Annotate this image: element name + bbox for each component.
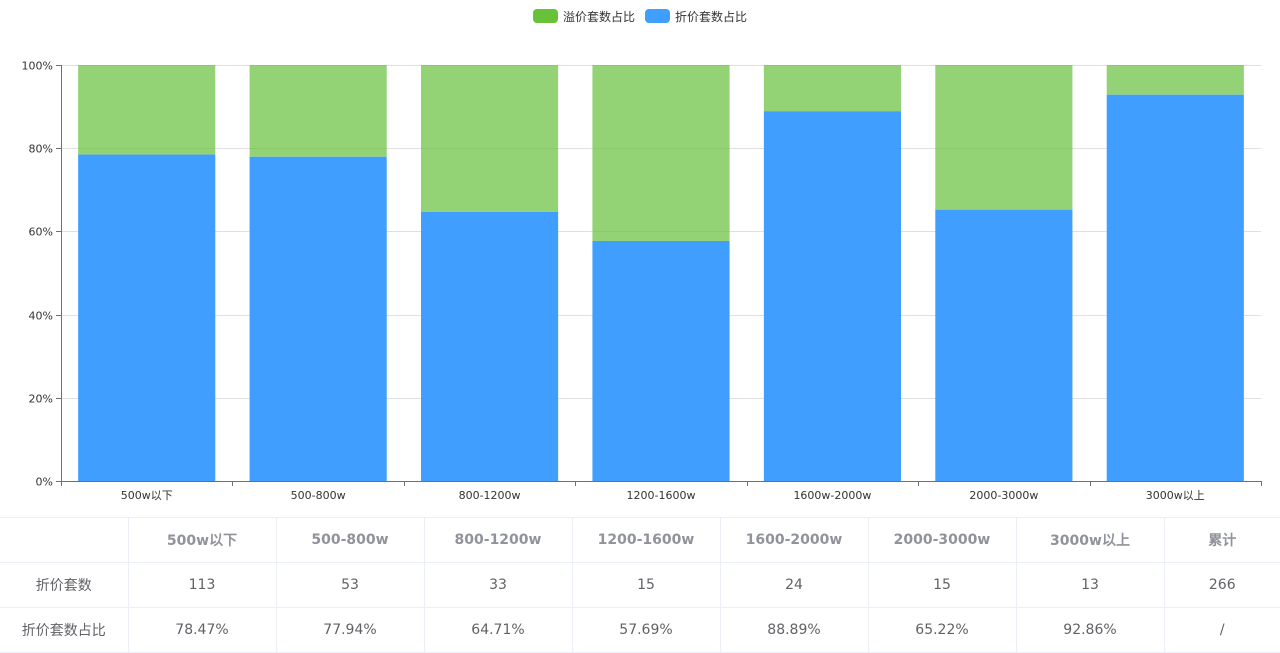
table-cell: 64.71%: [423, 607, 573, 653]
table-cell: 88.89%: [719, 607, 869, 653]
x-axis-labels: 500w以下 500-800w 800-1200w 1200-1600w 1600w-2…: [121, 489, 1205, 502]
table-cell: 33: [423, 562, 573, 608]
table-cell: 113: [127, 562, 277, 608]
bar-discount: [421, 211, 559, 481]
table-cell: /: [1163, 607, 1280, 653]
bar-premium: [249, 65, 387, 157]
row-label: 折价套数: [0, 562, 129, 608]
bar-discount: [935, 209, 1073, 481]
y-tick-label: 80%: [29, 143, 53, 156]
table-cell: 77.94%: [275, 607, 425, 653]
y-tick-label: 0%: [36, 476, 53, 489]
x-tick-label: 2000-3000w: [969, 489, 1038, 502]
x-tick-label: 500-800w: [291, 489, 346, 502]
table-header-cell: 1600-2000w: [719, 517, 869, 563]
bar-discount: [249, 156, 387, 482]
table-cell: 15: [867, 562, 1017, 608]
table-header-cell: 800-1200w: [423, 517, 573, 563]
x-tick-label: 3000w以上: [1146, 489, 1205, 502]
table-header-cell: 500w以下: [127, 517, 277, 563]
table-header-cell: 累计: [1163, 517, 1280, 563]
legend-label: 溢价套数占比: [562, 9, 635, 24]
y-axis-labels: 0% 20% 40% 60% 80% 100%: [22, 60, 53, 489]
table-cell: 13: [1015, 562, 1165, 608]
table-header-cell: 3000w以上: [1015, 517, 1165, 563]
table-cell: 15: [571, 562, 721, 608]
row-label: 折价套数占比: [0, 607, 129, 653]
legend-swatch-blue-icon: [645, 9, 670, 23]
x-tick-label: 500w以下: [121, 489, 173, 502]
x-tick-label: 800-1200w: [459, 489, 521, 502]
table-header-cell: 500-800w: [275, 517, 425, 563]
legend-item-premium[interactable]: 溢价套数占比: [532, 8, 635, 25]
x-tick-label: 1600w-2000w: [793, 489, 871, 502]
bar-premium: [78, 65, 216, 155]
bar-discount: [78, 154, 216, 481]
table-header-row: 500w以下 500-800w 800-1200w 1200-1600w 160…: [0, 517, 1280, 563]
table-cell: 57.69%: [571, 607, 721, 653]
x-tick-label: 1200-1600w: [627, 489, 696, 502]
legend-swatch-green-icon: [532, 9, 558, 23]
table-cell: 53: [275, 562, 425, 608]
stats-table: 500w以下 500-800w 800-1200w 1200-1600w 160…: [0, 517, 1280, 653]
bar-discount: [592, 241, 730, 481]
bar-premium: [935, 65, 1073, 210]
bar-premium: [1106, 65, 1244, 95]
bars: [78, 65, 1244, 482]
table-header-cell: 2000-3000w: [867, 517, 1017, 563]
table-cell: 78.47%: [127, 607, 277, 653]
y-tick-label: 100%: [22, 60, 53, 73]
bar-discount: [763, 111, 901, 482]
chart-legend: 溢价套数占比 折价套数占比: [0, 7, 1280, 25]
table-header-cell: [0, 517, 129, 563]
legend-item-discount[interactable]: 折价套数占比: [645, 8, 747, 25]
table-cell: 65.22%: [867, 607, 1017, 653]
table-cell: 92.86%: [1015, 607, 1165, 653]
bar-premium: [421, 65, 559, 212]
table-header-cell: 1200-1600w: [571, 517, 721, 563]
legend-label: 折价套数占比: [675, 9, 748, 24]
table-row: 折价套数占比 78.47% 77.94% 64.71% 57.69% 88.89…: [0, 607, 1280, 653]
bar-premium: [592, 65, 730, 242]
y-tick-label: 60%: [29, 226, 53, 239]
table-cell: 266: [1163, 562, 1280, 608]
y-tick-label: 20%: [29, 393, 53, 406]
stacked-bar-chart: 0% 20% 40% 60% 80% 100% 500w以下 500-800w 800-120…: [22, 60, 1262, 502]
bar-premium: [763, 65, 901, 112]
table-cell: 24: [719, 562, 869, 608]
axes: [56, 65, 1262, 486]
y-tick-label: 40%: [29, 310, 53, 323]
bar-discount: [1106, 94, 1244, 482]
table-row: 折价套数 113 53 33 15 24 15 13 266: [0, 562, 1280, 608]
